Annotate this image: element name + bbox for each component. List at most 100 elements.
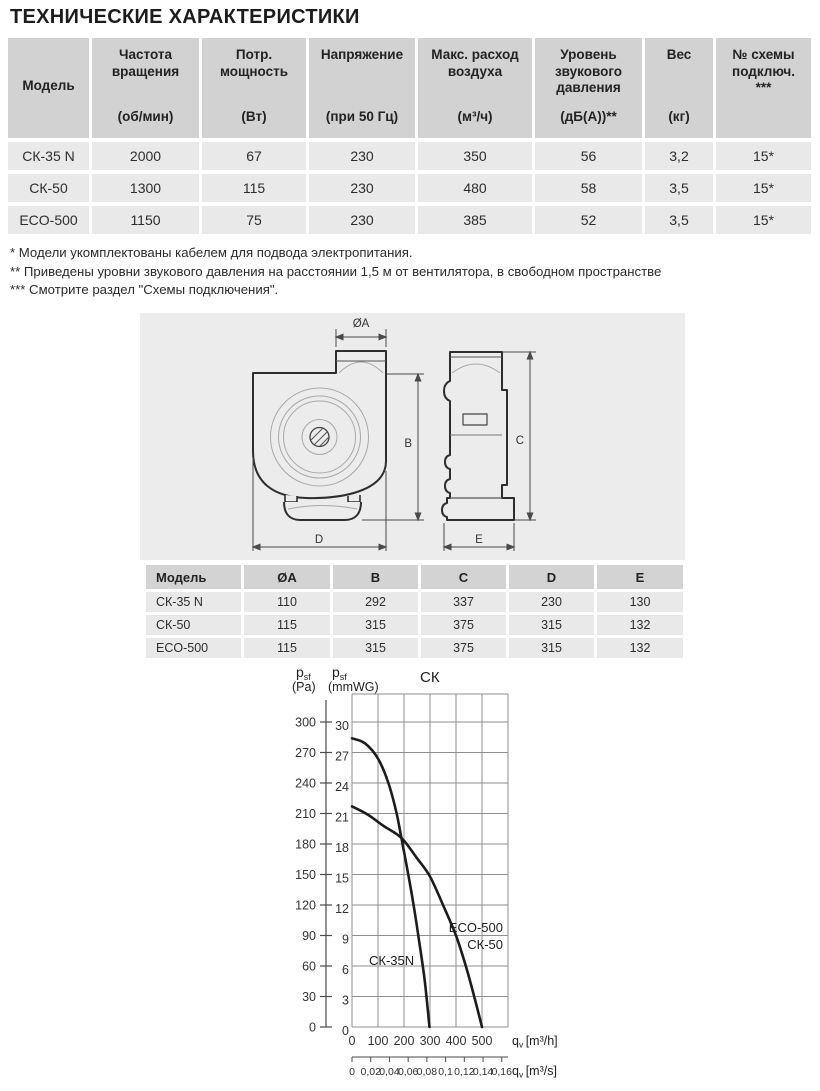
dim-label-a: ØA [353,318,370,330]
dims-model-cell: СК-50 [146,615,241,635]
pa-tick-label: 210 [295,807,316,821]
spec-model-cell: СК-35 N [8,142,89,170]
series-label: СК-35N [369,953,414,968]
spec-value-cell: 385 [418,206,532,234]
spec-col-header: № схемы подключ. *** [716,38,811,138]
svg-text:0,08: 0,08 [417,1066,438,1078]
psf-pa-label: psf(Pa) [292,664,316,694]
dims-value-cell: 315 [333,638,418,658]
svg-text:0,16: 0,16 [492,1066,513,1078]
svg-text:200: 200 [394,1034,415,1048]
footnote-1: * Модели укомплектованы кабелем для подв… [10,245,413,260]
mmwg-tick-label: 30 [335,719,349,733]
pa-tick-label: 90 [302,929,316,943]
svg-text:0,1: 0,1 [438,1066,453,1078]
spec-table-head: Модель Частота вращения (об/мин) Потр. мощн… [8,38,811,138]
spec-value-cell: 1300 [92,174,199,202]
dim-label-d: D [315,534,323,546]
svg-text:(Pa): (Pa) [292,680,316,694]
spec-table: Модель Частота вращения (об/мин) Потр. мощн… [5,34,814,238]
dims-table-row: СК-50 115 315 375 315 132 [146,615,683,635]
y-axis-labels: 0 0 30 3 60 6 90 9 120 12 150 15 180 18 210 21 240 24 270 2… [295,715,349,1038]
svg-text:0,04: 0,04 [379,1066,400,1078]
svg-text:psf: psf [332,664,347,682]
mmwg-tick-label: 21 [335,810,349,824]
x-secondary-axis [351,1056,508,1062]
dims-col-header: E [597,565,683,589]
dims-value-cell: 337 [421,592,506,612]
dims-value-cell: 292 [333,592,418,612]
footnote-3: *** Смотрите раздел "Схемы подключения". [10,282,279,297]
dims-value-cell: 115 [244,615,330,635]
svg-text:300: 300 [420,1034,441,1048]
pa-tick-label: 0 [309,1021,316,1035]
pa-axis [320,700,332,1028]
dim-label-e: E [475,534,483,546]
curve-СК-35N [350,737,431,1029]
mmwg-tick-label: 18 [335,841,349,855]
spec-value-cell: 3,5 [645,206,713,234]
mmwg-tick-label: 27 [335,749,349,763]
svg-text:500: 500 [472,1034,493,1048]
spec-value-cell: 15* [716,174,811,202]
svg-text:400: 400 [446,1034,467,1048]
pa-tick-label: 150 [295,868,316,882]
dims-col-header: Модель [146,565,241,589]
pa-tick-label: 300 [295,715,316,729]
fan-side-view [441,351,515,521]
dimension-labels: ØA B C D E [315,318,524,546]
dims-table-row: ECO-500 115 315 375 315 132 [146,638,683,658]
spec-value-cell: 350 [418,142,532,170]
pa-tick-label: 60 [302,959,316,973]
dims-value-cell: 230 [509,592,594,612]
spec-value-cell: 15* [716,142,811,170]
spec-col-header: Частота вращения (об/мин) [92,38,199,138]
fan-front-view [252,350,387,521]
fan-dimension-drawing: ØA B C D E [140,313,685,560]
spec-col-header: Уровень звукового давления (дБ(А))** [535,38,642,138]
pa-tick-label: 120 [295,898,316,912]
dim-label-b: B [404,438,412,450]
svg-text:0,06: 0,06 [398,1066,419,1078]
spec-value-cell: 3,2 [645,142,713,170]
dims-col-header: D [509,565,594,589]
chart-grid [351,693,509,1028]
mmwg-tick-label: 15 [335,871,349,885]
mmwg-tick-label: 24 [335,780,349,794]
spec-col-header: Модель [8,38,89,138]
spec-col-header: Макс. расход воздуха (м³/ч) [418,38,532,138]
spec-model-cell: ECO-500 [8,206,89,234]
dims-value-cell: 315 [509,615,594,635]
spec-value-cell: 230 [309,174,415,202]
spec-value-cell: 67 [202,142,306,170]
dims-value-cell: 115 [244,638,330,658]
mmwg-tick-label: 0 [342,1024,349,1038]
mmwg-tick-label: 9 [342,932,349,946]
dimensions-table: Модель ØA B C D E СК-35 N 110 292 337 230 130 СК-50… [143,562,686,661]
spec-value-cell: 230 [309,206,415,234]
spec-value-cell: 15* [716,206,811,234]
footnote-2: ** Приведены уровни звукового давления н… [10,263,662,279]
pa-tick-label: 240 [295,776,316,790]
svg-text:0,02: 0,02 [361,1066,382,1078]
dims-model-cell: ECO-500 [146,638,241,658]
x-secondary-labels: 0 0,020,040,060,08 0,1 0,120,140,16 [349,1066,512,1078]
spec-col-header: Потр. мощность (Вт) [202,38,306,138]
spec-table-body: СК-35 N 2000 67 230 350 56 3,2 15* СК-50 1300 115 2… [8,142,811,234]
spec-table-row: СК-50 1300 115 230 480 58 3,5 15* [8,174,811,202]
curve-ECO-500 / СК-50 [350,805,484,1029]
svg-text:(mmWG): (mmWG) [328,680,379,694]
spec-table-row: ECO-500 1150 75 230 385 52 3,5 15* [8,206,811,234]
spec-value-cell: 230 [309,142,415,170]
mmwg-tick-label: 3 [342,993,349,1007]
dims-value-cell: 315 [333,615,418,635]
spec-value-cell: 2000 [92,142,199,170]
footnotes: * Модели укомплектованы кабелем для подв… [10,244,661,300]
spec-col-header: Напряжение (при 50 Гц) [309,38,415,138]
drawing-panel-background [140,313,685,560]
dims-value-cell: 132 [597,638,683,658]
dims-table-row: СК-35 N 110 292 337 230 130 [146,592,683,612]
spec-value-cell: 115 [202,174,306,202]
